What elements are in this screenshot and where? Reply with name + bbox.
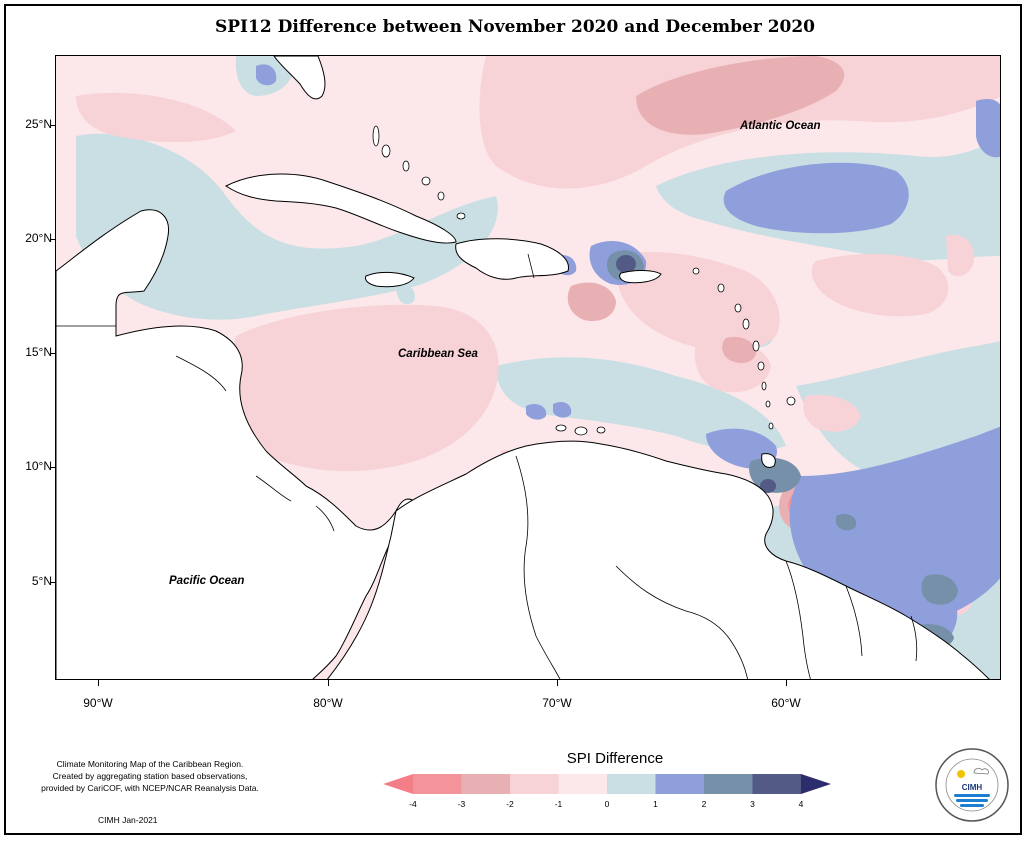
- legend-swatch: [413, 774, 462, 794]
- lat-tick: [50, 582, 55, 583]
- description-line: provided by CariCOF, with NCEP/NCAR Rean…: [41, 783, 259, 793]
- country-borders: [56, 253, 918, 679]
- credit-text: CIMH Jan-2021: [98, 815, 158, 825]
- lon-label-60w: 60°W: [771, 696, 801, 710]
- map-panel: Atlantic Ocean Caribbean Sea Pacific Oce…: [55, 55, 1001, 680]
- sun-icon: [957, 770, 965, 778]
- legend-tick-label: 1: [653, 799, 658, 809]
- lon-tick: [98, 680, 99, 686]
- spi-3-to-4-cores: [616, 255, 776, 493]
- caribbean-sea-label: Caribbean Sea: [398, 348, 478, 360]
- lat-label-20n: 20°N: [25, 231, 52, 245]
- lat-tick: [50, 239, 55, 240]
- legend-swatch: [461, 774, 511, 794]
- map-title: SPI12 Difference between November 2020 a…: [214, 17, 816, 37]
- legend-tick-label: 0: [604, 799, 610, 809]
- legend-swatch: [558, 774, 608, 794]
- lon-tick: [328, 680, 329, 686]
- lon-label-80w: 80°W: [313, 696, 343, 710]
- legend-swatch: [607, 774, 656, 794]
- lat-label-25n: 25°N: [25, 117, 52, 131]
- figure-frame: [4, 4, 1022, 835]
- description-line: Created by aggregating station based obs…: [52, 771, 248, 781]
- lon-tick: [786, 680, 787, 686]
- legend-swatch: [704, 774, 753, 794]
- lat-tick: [50, 353, 55, 354]
- lat-label-15n: 15°N: [25, 345, 52, 359]
- map-description: Climate Monitoring Map of the Caribbean …: [20, 758, 280, 794]
- legend-arrow-low: [383, 774, 413, 794]
- lat-label-10n: 10°N: [25, 459, 52, 473]
- legend-swatch: [510, 774, 559, 794]
- spi-map: [56, 56, 1000, 679]
- land-outlines: [56, 56, 990, 679]
- lat-tick: [50, 125, 55, 126]
- lon-label-70w: 70°W: [542, 696, 572, 710]
- legend-tick-label: 2: [701, 799, 707, 809]
- legend-arrow-high: [801, 774, 831, 794]
- legend-swatch: [752, 774, 802, 794]
- legend-swatch: [655, 774, 705, 794]
- spi-neg2-to-neg3-zones: [567, 56, 845, 364]
- description-line: Climate Monitoring Map of the Caribbean …: [56, 759, 244, 769]
- lon-tick: [557, 680, 558, 686]
- legend-tick-label: -1: [554, 799, 563, 809]
- small-islands: [372, 125, 796, 436]
- pacific-ocean-label: Pacific Ocean: [169, 575, 245, 587]
- lat-tick: [50, 467, 55, 468]
- lon-label-90w: 90°W: [83, 696, 113, 710]
- legend-colorbar: [383, 774, 831, 794]
- cloud-icon: [973, 767, 989, 775]
- atlantic-ocean-label: Atlantic Ocean: [740, 120, 821, 132]
- legend-tick-label: 3: [750, 799, 755, 809]
- cimh-logo: CIMH: [935, 748, 1009, 822]
- waves-icon: [954, 794, 990, 807]
- legend-tick-label: -4: [409, 799, 417, 809]
- lat-label-5n: 5°N: [31, 574, 52, 588]
- legend-tick-label: -2: [506, 799, 514, 809]
- logo-text: CIMH: [962, 783, 983, 792]
- legend-tick-label: -3: [457, 799, 466, 809]
- legend-tick-label: 4: [798, 799, 804, 809]
- legend-cells: [383, 774, 831, 794]
- legend-title: SPI Difference: [566, 750, 664, 767]
